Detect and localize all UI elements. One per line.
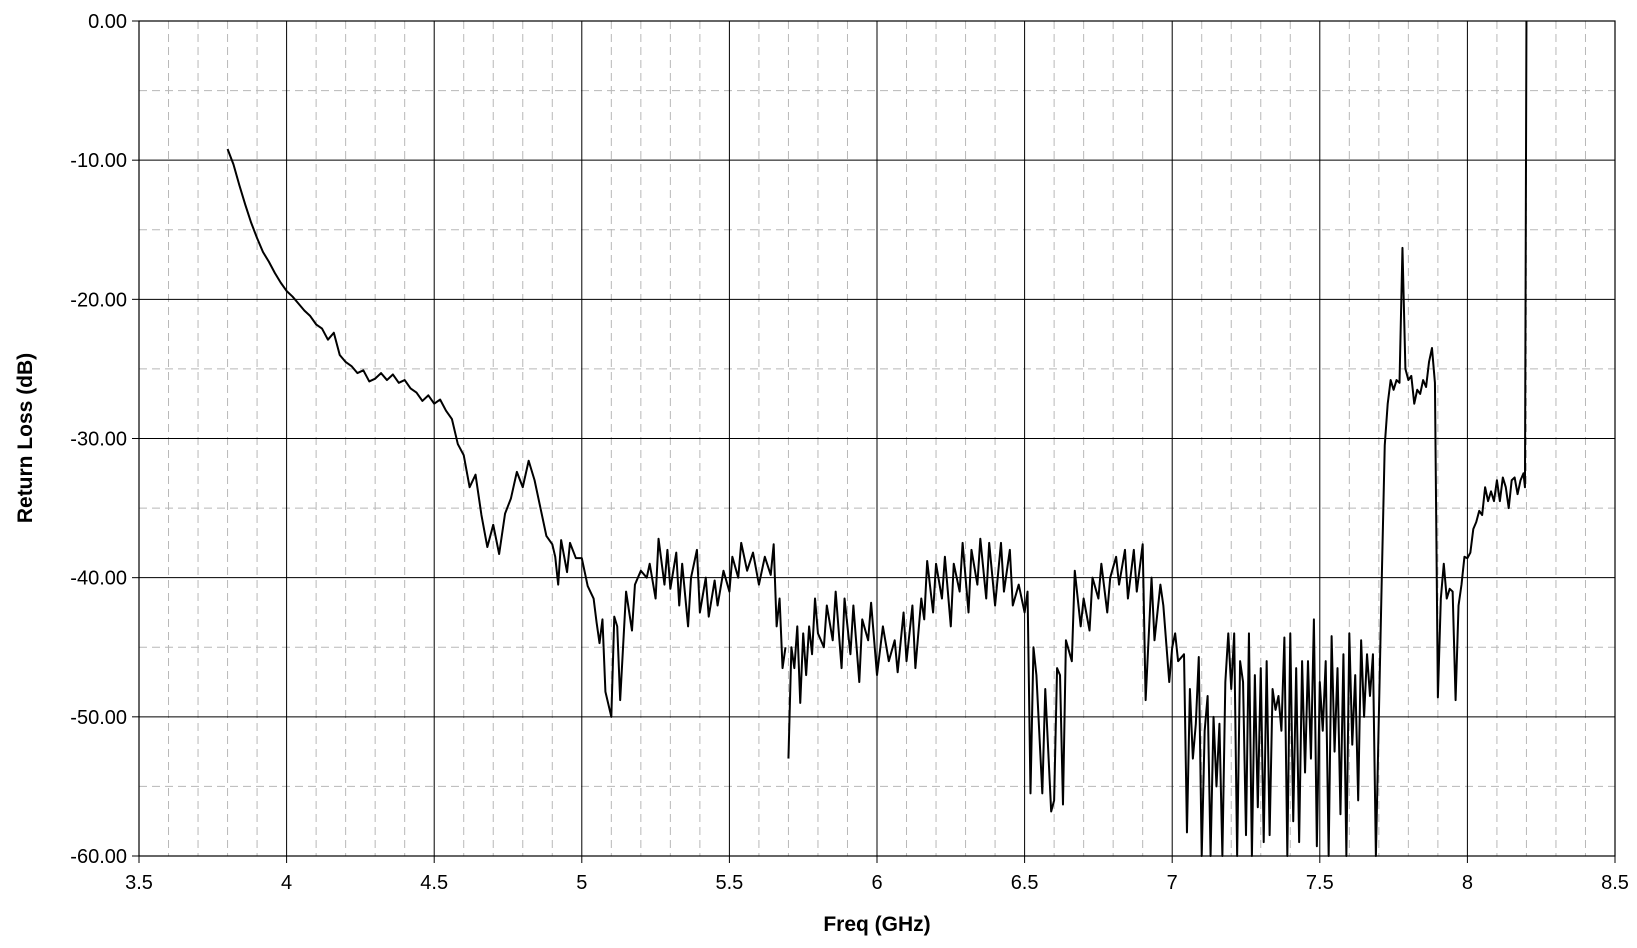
x-tick-label: 3.5	[125, 872, 153, 894]
y-tick-label: -30.00	[70, 429, 127, 451]
x-axis-title: Freq (GHz)	[823, 913, 930, 936]
x-tick-label: 7	[1167, 872, 1178, 894]
data-line	[226, 20, 1528, 857]
x-tick-label: 8.5	[1601, 872, 1629, 894]
x-tick-label: 5	[576, 872, 587, 894]
plot-border	[138, 20, 1616, 857]
x-tick-label: 6	[871, 872, 882, 894]
y-tick-label: -60.00	[70, 846, 127, 868]
x-tick-label: 5.5	[715, 872, 743, 894]
series	[226, 20, 1528, 857]
y-axis-title: Return Loss (dB)	[14, 353, 37, 523]
x-tick-label: 7.5	[1306, 872, 1334, 894]
y-tick-label: -10.00	[70, 150, 127, 172]
y-tick-label: 0.00	[88, 11, 127, 33]
y-tick-label: -50.00	[70, 707, 127, 729]
y-tick-label: -20.00	[70, 289, 127, 311]
y-tick-label: -40.00	[70, 568, 127, 590]
x-tick-label: 6.5	[1011, 872, 1039, 894]
x-tick-label: 4.5	[420, 872, 448, 894]
x-tick-label: 8	[1462, 872, 1473, 894]
x-tick-label: 4	[281, 872, 292, 894]
